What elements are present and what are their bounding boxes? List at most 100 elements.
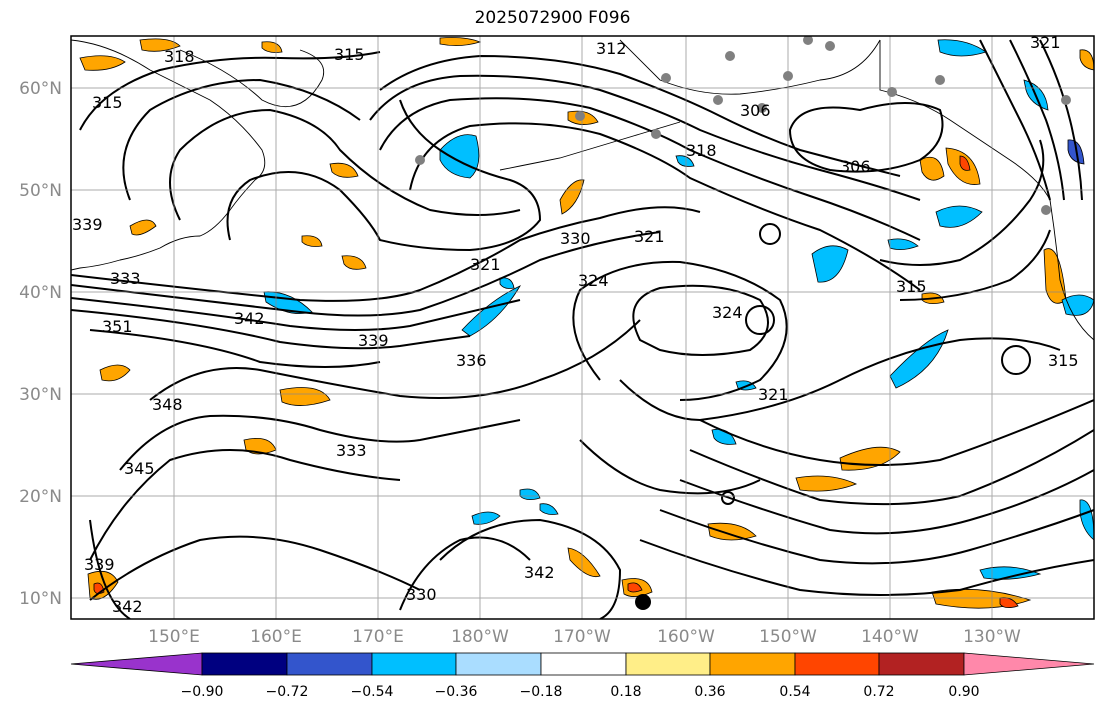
station-marker bbox=[783, 71, 793, 81]
colorbar-tick-label: −0.72 bbox=[266, 684, 309, 700]
station-marker bbox=[415, 155, 425, 165]
contour-line bbox=[788, 102, 944, 173]
shade-orange bbox=[559, 179, 585, 215]
map-frame bbox=[70, 35, 1095, 620]
contour-label: 345 bbox=[124, 459, 155, 478]
contour-line bbox=[699, 399, 1094, 466]
shade-blue bbox=[811, 245, 849, 283]
contour-label: 318 bbox=[164, 47, 195, 66]
colorbar-tick-label: −0.36 bbox=[435, 684, 478, 700]
contour-line bbox=[721, 491, 735, 505]
contour-line bbox=[169, 108, 521, 221]
shade-orange bbox=[707, 522, 757, 541]
contour-line bbox=[679, 469, 1094, 535]
colorbar-tick-label: 0.36 bbox=[694, 684, 725, 700]
colorbar-tick-label: 0.54 bbox=[779, 684, 810, 700]
shade-orange bbox=[301, 235, 323, 247]
lon-tick-label: 170°W bbox=[553, 627, 611, 647]
contour-line bbox=[89, 449, 401, 561]
contour-line bbox=[89, 535, 421, 601]
lat-tick-label: 30°N bbox=[19, 385, 62, 405]
contour-line bbox=[759, 223, 781, 245]
contour-line bbox=[379, 54, 901, 177]
contour-line bbox=[1039, 39, 1083, 201]
colorbar-segment bbox=[878, 652, 965, 676]
contour-line bbox=[369, 74, 921, 201]
shade-red bbox=[627, 582, 643, 593]
shading-patches bbox=[79, 37, 1094, 609]
contour-line bbox=[689, 429, 1094, 506]
shade-blue bbox=[471, 511, 501, 525]
station-marker bbox=[725, 51, 735, 61]
lat-tick-label: 60°N bbox=[19, 79, 62, 99]
shade-orange bbox=[567, 547, 601, 578]
lat-tick-label: 20°N bbox=[19, 487, 62, 507]
colorbar-tick-label: 0.18 bbox=[610, 684, 641, 700]
contour-line bbox=[572, 260, 788, 401]
contour-label: 339 bbox=[358, 331, 389, 350]
colorbar-segment bbox=[455, 652, 542, 676]
contour-label: 339 bbox=[84, 555, 115, 574]
shade-blue bbox=[539, 503, 559, 515]
contour-line bbox=[71, 206, 701, 302]
shade-blue bbox=[439, 134, 480, 179]
contour-label: 321 bbox=[758, 385, 789, 404]
contour-label: 315 bbox=[896, 277, 927, 296]
colorbar bbox=[70, 652, 1095, 676]
station-marker bbox=[757, 103, 767, 113]
station-marker bbox=[825, 41, 835, 51]
lon-tick-label: 150°E bbox=[148, 627, 200, 647]
contour-label: 342 bbox=[234, 309, 265, 328]
coastline-kamchatka bbox=[179, 49, 325, 108]
contour-line bbox=[659, 509, 1094, 565]
contour-label: 312 bbox=[596, 39, 627, 58]
shade-blue bbox=[675, 155, 695, 167]
colorbar-segment bbox=[963, 652, 1095, 676]
lon-tick-label: 180°W bbox=[451, 627, 509, 647]
contour-line bbox=[89, 329, 381, 368]
shade-orange bbox=[139, 38, 181, 52]
contour-line bbox=[379, 97, 921, 241]
gridlines bbox=[71, 36, 1094, 619]
colorbar-tick-label: −0.54 bbox=[351, 684, 394, 700]
shade-red bbox=[959, 155, 971, 171]
stations bbox=[415, 36, 1071, 215]
colorbar-segment bbox=[540, 652, 627, 676]
lon-tick-label: 160°W bbox=[657, 627, 715, 647]
contour-line bbox=[71, 231, 661, 317]
chart-title: 2025072900 F096 bbox=[474, 8, 631, 28]
lon-tick-label: 150°W bbox=[759, 627, 817, 647]
station-marker bbox=[1041, 205, 1051, 215]
lon-tick-labels: 150°E 160°E 170°E 180°W 170°W 160°W 150°… bbox=[148, 627, 1021, 647]
shade-orange bbox=[279, 387, 331, 406]
contour-label: 306 bbox=[840, 157, 871, 176]
contour-label: 342 bbox=[112, 597, 143, 616]
contour-line bbox=[119, 414, 521, 471]
coastline-alaska bbox=[619, 39, 881, 95]
station-marker-large bbox=[635, 594, 651, 610]
lat-tick-label: 50°N bbox=[19, 181, 62, 201]
contour-line bbox=[579, 439, 761, 495]
lon-tick-label: 170°E bbox=[352, 627, 404, 647]
contour-label: 324 bbox=[712, 303, 743, 322]
colorbar-segment bbox=[371, 652, 457, 676]
contour-line bbox=[399, 536, 531, 611]
contour-label: 348 bbox=[152, 395, 183, 414]
station-marker bbox=[651, 129, 661, 139]
contour-label: 306 bbox=[740, 101, 771, 120]
station-marker bbox=[887, 87, 897, 97]
shade-orange bbox=[99, 364, 131, 382]
contour-label: 321 bbox=[470, 255, 501, 274]
colorbar-segment bbox=[201, 652, 288, 676]
contour-line bbox=[226, 99, 542, 252]
station-marker bbox=[803, 36, 813, 45]
colorbar-segment bbox=[286, 652, 373, 676]
contour-line bbox=[632, 284, 769, 356]
shade-orange bbox=[795, 475, 858, 492]
contour-line bbox=[639, 539, 1094, 596]
colorbar-segment bbox=[794, 652, 880, 676]
contour-label: 333 bbox=[110, 269, 141, 288]
colorbar-segment bbox=[709, 652, 796, 676]
shade-orange bbox=[79, 55, 126, 71]
contour-label: 321 bbox=[1030, 33, 1061, 52]
